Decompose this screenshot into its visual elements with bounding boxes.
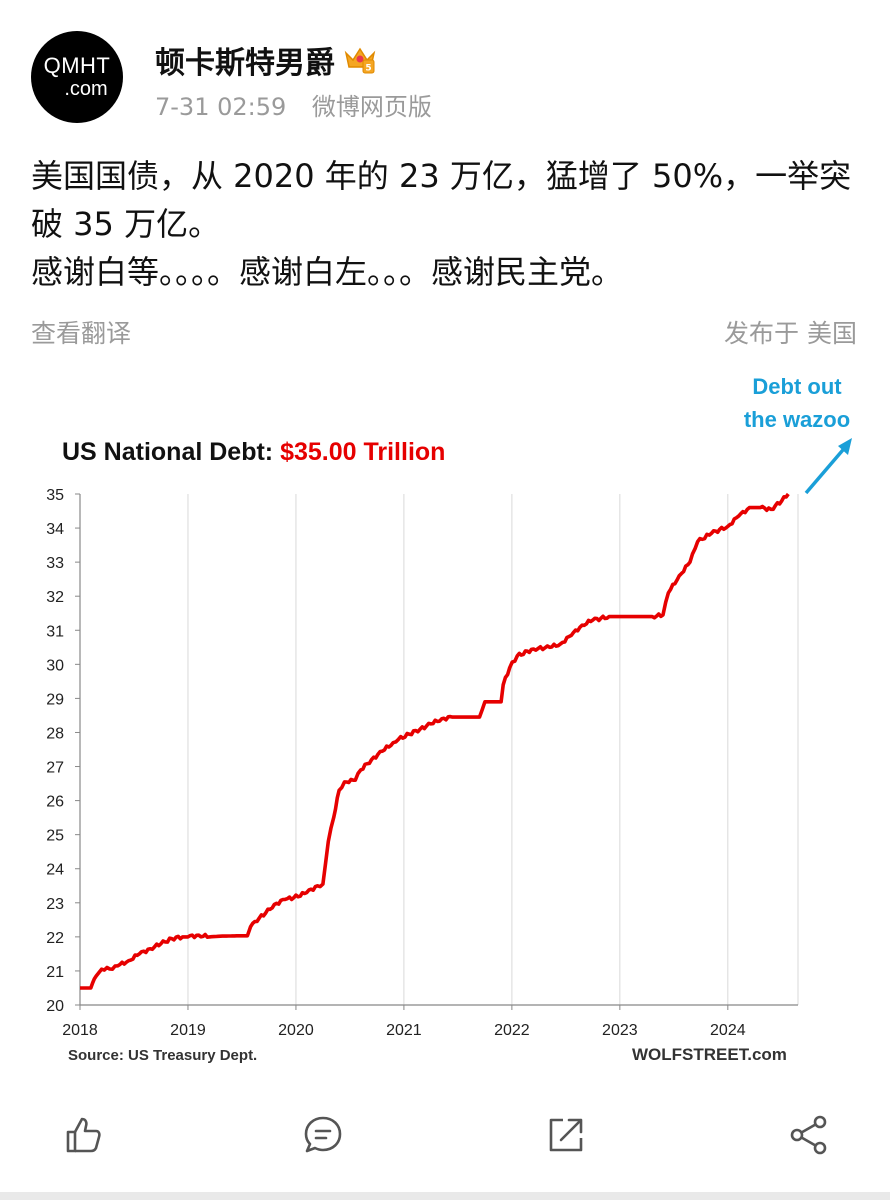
x-tick-label: 2020 [278, 1022, 314, 1039]
annotation-line-2: the wazoo [744, 407, 850, 432]
annotation-line-1: Debt out [752, 374, 842, 399]
chart-title: US National Debt: $35.00 Trillion [62, 438, 445, 466]
x-tick-label: 2019 [170, 1022, 206, 1039]
y-tick-label: 32 [46, 589, 64, 606]
thumbs-up-icon[interactable] [62, 1114, 104, 1156]
post-line-1: 美国国债，从 2020 年的 23 万亿，猛增了 50%，一举突破 35 万亿。 [31, 157, 852, 243]
chart-title-value: $35.00 Trillion [280, 438, 445, 466]
svg-text:5: 5 [365, 64, 371, 74]
post-meta: 7-31 02:59 微博网页版 [155, 87, 432, 122]
post-body: 美国国债，从 2020 年的 23 万亿，猛增了 50%，一举突破 35 万亿。… [31, 152, 861, 296]
share-icon[interactable] [788, 1114, 830, 1156]
y-tick-label: 25 [46, 828, 64, 845]
post-line-2: 感谢白等。。。。感谢白左。。。感谢民主党。 [31, 253, 624, 291]
x-tick-label: 2023 [602, 1022, 638, 1039]
avatar[interactable]: QMHT .com [31, 31, 123, 123]
post-source: 微博网页版 [311, 93, 432, 121]
x-tick-label: 2024 [710, 1022, 746, 1039]
avatar-text-bottom: .com [64, 78, 108, 100]
y-tick-label: 30 [46, 657, 64, 674]
debt-series-line [80, 492, 790, 990]
comment-icon[interactable] [302, 1114, 344, 1156]
bottom-divider [0, 1192, 890, 1200]
published-location: 发布于 美国 [724, 319, 857, 348]
y-tick-label: 27 [46, 760, 64, 777]
annotation-arrow [804, 442, 850, 495]
debt-chart-image[interactable]: US National Debt: $35.00 Trillion Debt o… [0, 360, 890, 1080]
y-tick-label: 31 [46, 623, 64, 640]
y-tick-label: 21 [46, 964, 64, 981]
y-tick-label: 20 [46, 998, 64, 1015]
y-tick-label: 26 [46, 794, 64, 811]
y-tick-label: 29 [46, 691, 64, 708]
repost-icon[interactable] [545, 1114, 587, 1156]
y-tick-label: 35 [46, 487, 64, 504]
chart-watermark: WOLFSTREET.com [632, 1045, 787, 1064]
y-tick-label: 23 [46, 896, 64, 913]
x-tick-label: 2022 [494, 1022, 530, 1039]
post-timestamp: 7-31 02:59 [155, 93, 287, 121]
y-tick-label: 24 [46, 862, 64, 879]
y-tick-label: 22 [46, 930, 64, 947]
chart-title-prefix: US National Debt: [62, 438, 280, 466]
y-tick-label: 33 [46, 555, 64, 572]
chart-source: Source: US Treasury Dept. [68, 1047, 257, 1064]
translate-link[interactable]: 查看翻译 [31, 319, 132, 348]
y-tick-label: 34 [46, 521, 64, 538]
username[interactable]: 顿卡斯特男爵 5 [155, 38, 377, 82]
y-tick-label: 28 [46, 725, 64, 742]
avatar-text-top: QMHT [43, 53, 111, 78]
x-tick-label: 2018 [62, 1022, 98, 1039]
crown-badge-icon: 5 [344, 47, 376, 74]
annotation-arrow-head [838, 438, 852, 455]
x-tick-label: 2021 [386, 1022, 422, 1039]
post-action-bar [0, 1100, 890, 1170]
debt-chart: US National Debt: $35.00 Trillion Debt o… [0, 360, 890, 1080]
username-text[interactable]: 顿卡斯特男爵 [155, 46, 335, 81]
